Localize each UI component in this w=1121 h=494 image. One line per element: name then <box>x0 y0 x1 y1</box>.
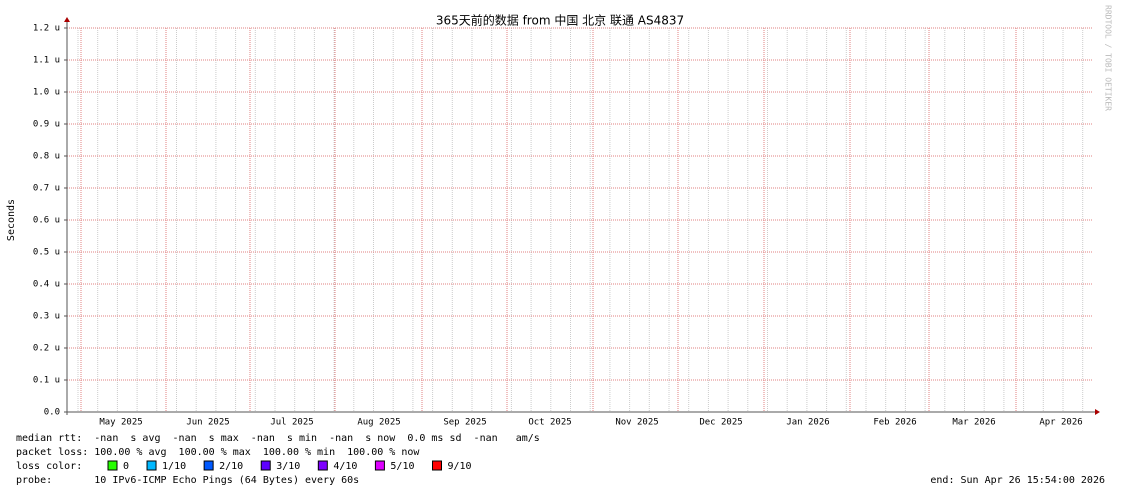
y-tick-label: 0.2 u <box>33 344 60 354</box>
legend-swatch <box>260 460 271 471</box>
y-tick-label: 0.6 u <box>33 216 60 226</box>
arrow <box>64 17 70 22</box>
x-tick-label: Aug 2025 <box>357 418 400 428</box>
y-tick-label: 0.9 u <box>33 120 60 130</box>
y-tick-label: 0.3 u <box>33 312 60 322</box>
chart-title: 365天前的数据 from 中国 北京 联通 AS4837 <box>436 13 684 28</box>
probe: probe: 10 IPv6-ICMP Echo Pings (64 Bytes… <box>16 475 359 486</box>
x-tick-label: Oct 2025 <box>528 418 571 428</box>
y-tick-label: 1.1 u <box>33 56 60 66</box>
legend-label: 3/10 <box>276 461 300 472</box>
y-tick-label: 0.0 <box>44 408 60 418</box>
y-tick-label: 1.0 u <box>33 88 60 98</box>
y-tick-label: 0.7 u <box>33 184 60 194</box>
legend-label: 2/10 <box>219 461 243 472</box>
arrow <box>1095 409 1100 415</box>
legend-label: 1/10 <box>162 461 186 472</box>
y-tick-label: 0.4 u <box>33 280 60 290</box>
legend-label: 4/10 <box>333 461 357 472</box>
legend-label: 0 <box>123 461 129 472</box>
x-tick-label: Jan 2026 <box>786 418 829 428</box>
legend-label: 5/10 <box>390 461 414 472</box>
x-tick-label: Apr 2026 <box>1039 418 1082 428</box>
x-tick-label: Mar 2026 <box>952 418 995 428</box>
legend-swatch <box>203 460 214 471</box>
stats-line: median rtt: -nan s avg -nan s max -nan s… <box>16 433 540 444</box>
x-tick-label: Feb 2026 <box>873 418 916 428</box>
legend-swatch <box>107 460 118 471</box>
x-tick-label: Nov 2025 <box>615 418 658 428</box>
loss-label: loss color: <box>16 461 82 472</box>
x-tick-label: Jun 2025 <box>186 418 229 428</box>
stats-line: packet loss: 100.00 % avg 100.00 % max 1… <box>16 447 420 458</box>
x-tick-label: Dec 2025 <box>699 418 742 428</box>
end-time: end: Sun Apr 26 15:54:00 2026 <box>930 475 1105 486</box>
legend-swatch <box>432 460 442 471</box>
y-axis-label: Seconds <box>6 199 17 241</box>
x-tick-label: May 2025 <box>99 418 142 428</box>
legend-label: 9/10 <box>448 461 472 472</box>
y-tick-label: 0.1 u <box>33 376 60 386</box>
y-tick-label: 0.8 u <box>33 152 60 162</box>
watermark: RRDTOOL / TOBI OETIKER <box>1104 5 1113 111</box>
legend-swatch <box>146 460 157 471</box>
legend-swatch <box>317 460 328 471</box>
legend-swatch <box>374 460 385 471</box>
y-tick-label: 0.5 u <box>33 248 60 258</box>
x-tick-label: Sep 2025 <box>443 418 486 428</box>
x-tick-label: Jul 2025 <box>270 418 313 428</box>
y-tick-label: 1.2 u <box>33 24 60 34</box>
